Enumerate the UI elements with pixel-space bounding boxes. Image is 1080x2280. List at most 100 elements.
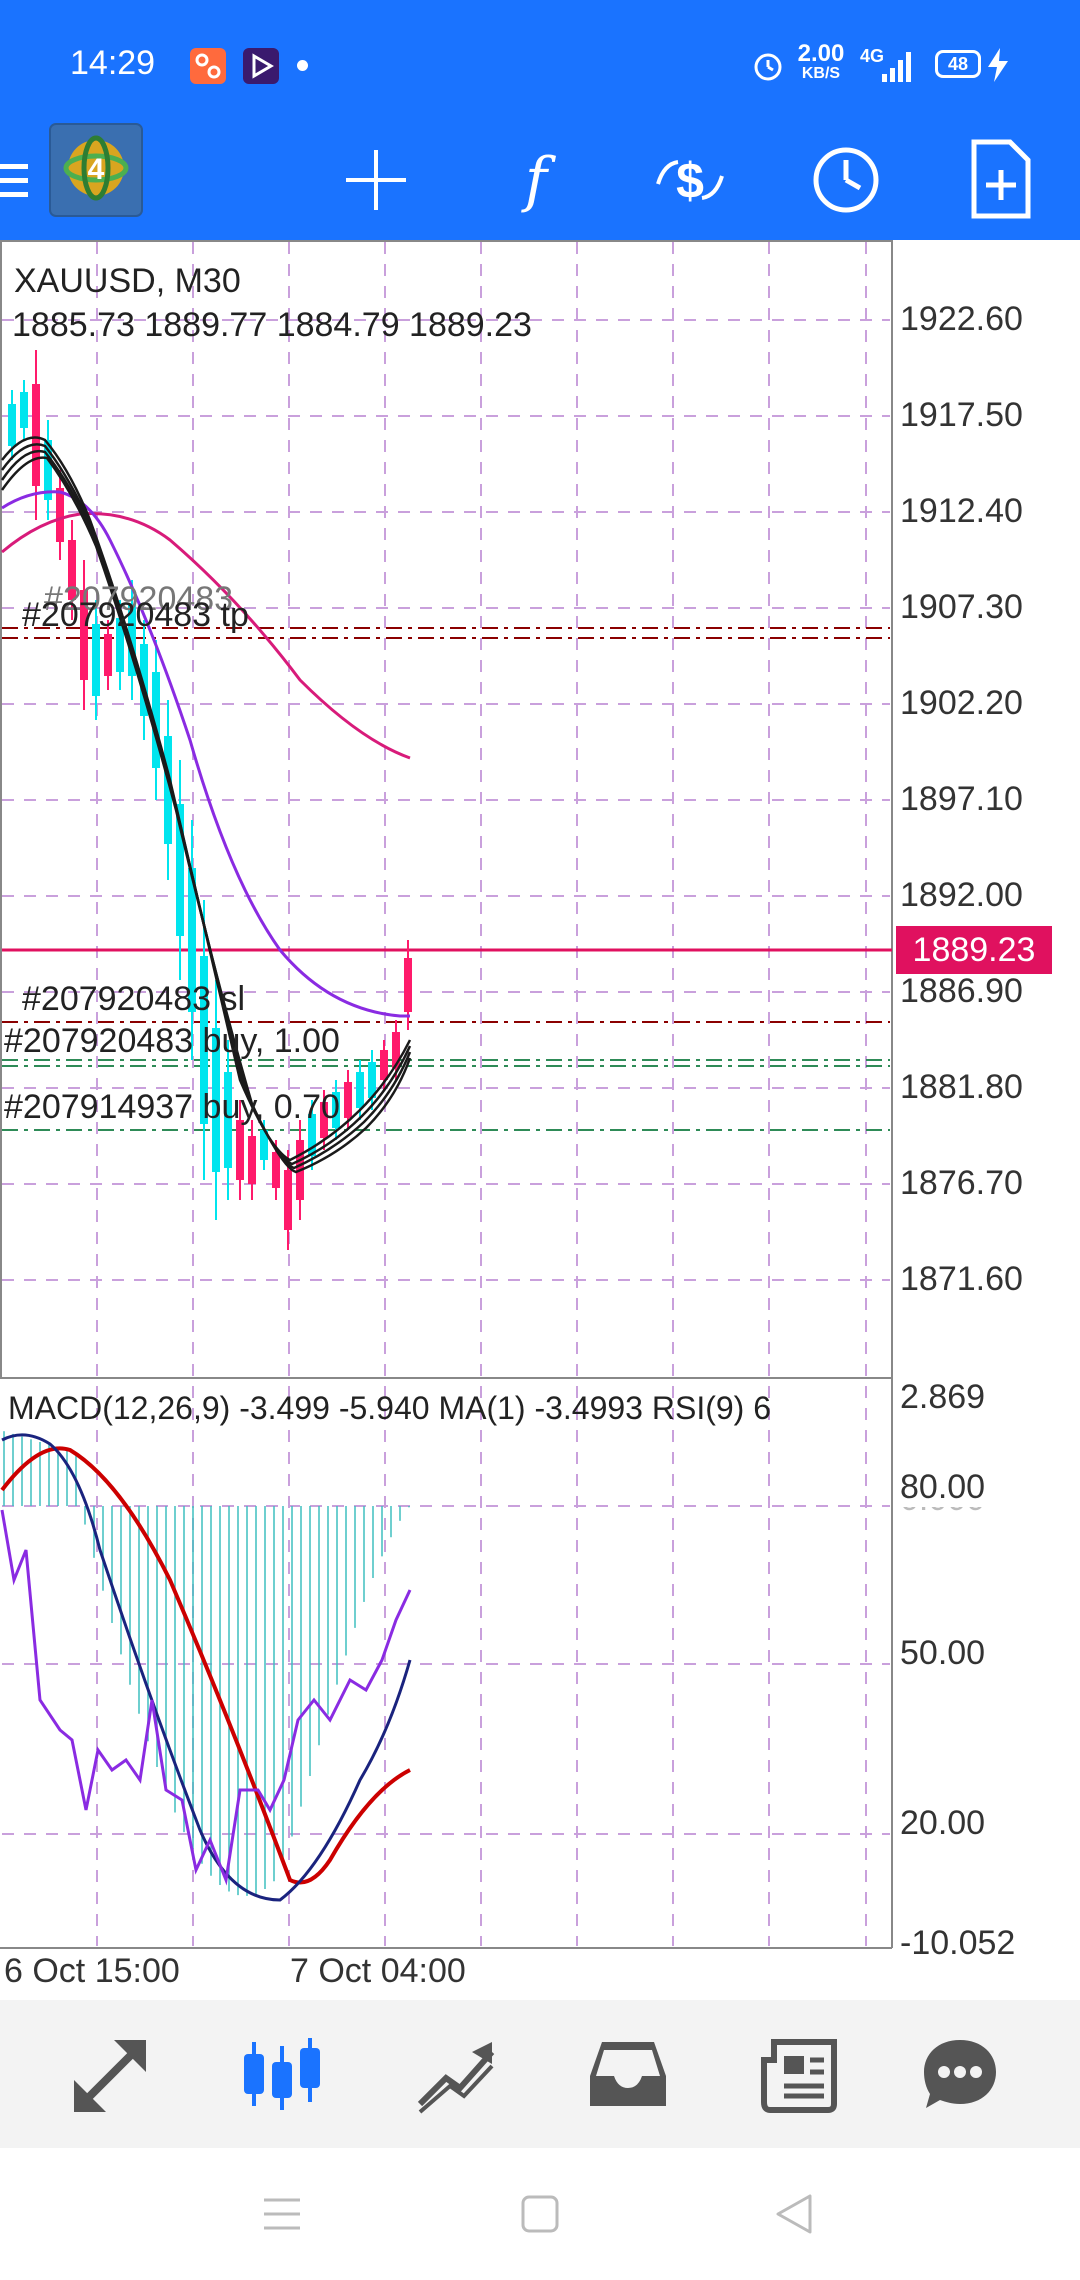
ma-magenta — [1, 512, 411, 760]
candle-body — [116, 618, 124, 672]
price-tick: 1912.40 — [900, 492, 1023, 530]
top-toolbar: 4 f $ — [0, 120, 1080, 240]
candle-body — [260, 1130, 268, 1160]
candle-body — [272, 1152, 280, 1188]
menu-icon[interactable] — [0, 144, 32, 216]
indicator-lines — [0, 1433, 412, 1902]
horizontal-grid — [2, 319, 890, 1835]
indicator-label: MACD(12,26,9) -3.499 -5.940 MA(1) -3.499… — [8, 1390, 771, 1426]
status-time: 14:29 — [70, 44, 156, 82]
system-navigation — [0, 2148, 1080, 2280]
indicator-tick-top: 2.869 — [900, 1378, 986, 1416]
price-tick: 1871.60 — [900, 1260, 1023, 1298]
candle-body — [32, 384, 40, 486]
battery-level: 48 — [947, 54, 969, 74]
indicator-tick-80: 80.00 — [900, 1468, 986, 1507]
messages-tab-icon[interactable] — [920, 2034, 1000, 2119]
current-price-value: 1889.23 — [912, 931, 1036, 969]
price-tick: 1876.70 — [900, 1164, 1023, 1202]
current-price-badge: 1889.23 — [896, 926, 1052, 974]
candle-body — [188, 868, 196, 1012]
main-chart-frame — [0, 240, 893, 1379]
battery-icon: 48 — [935, 50, 981, 78]
macd-signal-line — [0, 1446, 411, 1885]
buy-label-1: #207920483 buy, 1.00 — [4, 1022, 340, 1060]
net-speed-unit: KB/S — [801, 65, 841, 82]
macd-main-line — [1, 1433, 412, 1902]
new-order-icon[interactable] — [968, 138, 1034, 225]
candle-body — [380, 1050, 388, 1080]
candle-body — [152, 672, 160, 768]
sl-label: #207920483 sl — [22, 980, 246, 1018]
ma-black-4 — [0, 456, 412, 1174]
price-chart-canvas[interactable] — [0, 240, 1080, 2000]
timeframe-icon[interactable] — [810, 144, 882, 221]
signal-icon — [878, 46, 918, 91]
price-tick: 1897.10 — [900, 780, 1023, 818]
history-tab-icon[interactable] — [588, 2036, 668, 2117]
candle-body — [164, 736, 172, 844]
indicator-tick-50: 50.00 — [900, 1634, 986, 1672]
mt4-logo-icon[interactable]: 4 — [48, 122, 144, 223]
chart-tab-icon[interactable] — [240, 2032, 324, 2121]
time-label-2: 7 Oct 04:00 — [290, 1952, 466, 1990]
quotes-tab-icon[interactable] — [70, 2036, 150, 2121]
alarm-icon — [750, 48, 786, 89]
candle-body — [92, 624, 100, 696]
price-tick: 1881.80 — [900, 1068, 1023, 1106]
buy-label-2: #207914937 buy, 0.70 — [4, 1088, 340, 1126]
candle-body — [44, 440, 52, 500]
status-bar: 14:29 2.00 KB/S 4G 48 — [0, 0, 1080, 120]
candle-body — [344, 1082, 352, 1118]
candle-body — [236, 1120, 244, 1180]
price-tick: 1907.30 — [900, 588, 1023, 626]
video-app-icon — [243, 48, 279, 84]
svg-text:$: $ — [676, 153, 704, 209]
charging-icon — [986, 48, 1010, 87]
candle-body — [104, 634, 112, 676]
indicator-tick-20: 20.00 — [900, 1804, 986, 1842]
candle-body — [20, 392, 28, 428]
tp-label: #207920483 tp — [22, 596, 249, 634]
svg-text:4: 4 — [88, 153, 105, 186]
candle-body — [200, 956, 208, 1124]
dot-icon — [297, 60, 308, 71]
network-type: 4G — [860, 46, 885, 66]
candle-body — [140, 644, 148, 716]
recent-apps-icon[interactable] — [262, 2196, 302, 2237]
moving-averages — [0, 436, 412, 1174]
ohlc-label: 1885.73 1889.77 1884.79 1889.23 — [12, 306, 532, 344]
back-icon[interactable] — [774, 2192, 814, 2241]
candle-body — [308, 1114, 316, 1156]
crosshair-icon[interactable] — [340, 144, 412, 221]
candle-body — [80, 590, 88, 680]
candle-body — [68, 540, 76, 600]
bottom-navigation — [0, 2000, 1080, 2148]
trade-tab-icon[interactable] — [416, 2034, 496, 2119]
rsi-line — [0, 1509, 412, 1886]
trade-icon[interactable]: $ — [648, 144, 732, 221]
candle-body — [224, 1072, 232, 1168]
indicators-icon[interactable]: f — [500, 144, 572, 221]
home-icon[interactable] — [520, 2194, 560, 2239]
ma-purple — [1, 490, 410, 1018]
candle-body — [356, 1072, 364, 1108]
indicator-tick-bottom: -10.052 — [900, 1924, 1016, 1962]
candle-body — [248, 1136, 256, 1184]
candle-body — [404, 958, 412, 1012]
net-speed-value: 2.00 — [797, 40, 845, 67]
candle-body — [8, 404, 16, 446]
chart-area[interactable]: XAUUSD, M30 1885.73 1889.77 1884.79 1889… — [0, 240, 1080, 2000]
time-label-1: 6 Oct 15:00 — [4, 1952, 180, 1990]
candlesticks — [8, 350, 412, 1250]
tp-label-overlap: #207920483 — [44, 580, 234, 618]
symbol-label: XAUUSD, M30 — [14, 262, 241, 300]
news-tab-icon[interactable] — [760, 2034, 840, 2119]
app-notification-icon — [190, 48, 226, 84]
candle-body — [128, 604, 136, 676]
order-lines — [2, 627, 890, 1131]
macd-histogram — [3, 1431, 410, 1896]
candle-body — [176, 804, 184, 936]
price-tick: 1902.20 — [900, 684, 1023, 722]
price-tick: 1922.60 — [900, 300, 1023, 338]
